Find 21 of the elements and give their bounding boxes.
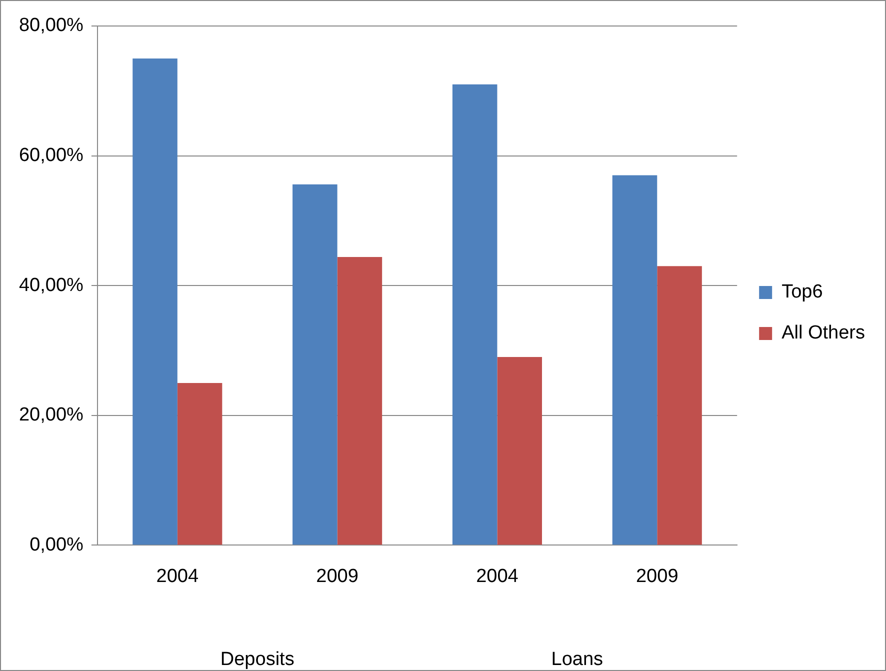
bar bbox=[292, 184, 338, 545]
x-tick-label: 2004 bbox=[476, 566, 519, 587]
legend-label: Top6 bbox=[782, 282, 823, 303]
x-tick-label: 2004 bbox=[156, 566, 199, 587]
text: Loans bbox=[551, 649, 604, 670]
y-tick-label: 0,00% bbox=[30, 534, 84, 556]
bar bbox=[612, 175, 658, 545]
legend-label: All Others bbox=[782, 322, 866, 344]
y-tick-label: 80,00% bbox=[18, 15, 84, 36]
x-tick-label: 2009 bbox=[636, 566, 678, 587]
bar bbox=[177, 382, 222, 545]
y-tick-label: 40,00% bbox=[18, 274, 84, 296]
bar bbox=[132, 58, 178, 545]
bar bbox=[657, 266, 702, 545]
bar bbox=[337, 257, 382, 545]
y-tick-label: 60,00% bbox=[18, 145, 84, 166]
y-tick-label: 20,00% bbox=[18, 404, 84, 426]
x-tick-label: 2009 bbox=[316, 566, 358, 587]
bar bbox=[497, 356, 542, 545]
text: Deposits bbox=[220, 649, 294, 670]
bar bbox=[452, 84, 498, 545]
